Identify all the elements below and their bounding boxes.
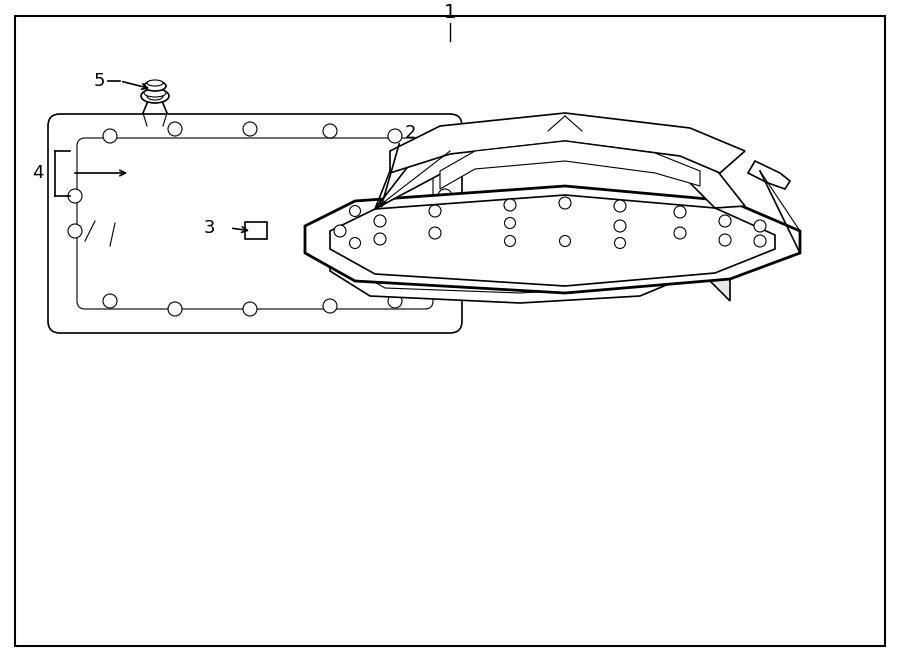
Bar: [245, 222, 267, 239]
Circle shape: [103, 129, 117, 143]
Polygon shape: [440, 141, 700, 189]
Circle shape: [754, 235, 766, 247]
Circle shape: [560, 235, 571, 247]
Circle shape: [674, 206, 686, 218]
Polygon shape: [330, 195, 775, 286]
Text: 3: 3: [203, 219, 215, 237]
Circle shape: [168, 302, 182, 316]
Text: 2: 2: [405, 124, 417, 142]
Polygon shape: [350, 223, 680, 293]
Ellipse shape: [144, 89, 166, 97]
Circle shape: [334, 225, 346, 237]
Circle shape: [323, 299, 337, 313]
Circle shape: [191, 167, 199, 175]
Ellipse shape: [141, 89, 169, 103]
Circle shape: [505, 217, 516, 229]
FancyBboxPatch shape: [48, 114, 462, 333]
Circle shape: [206, 179, 214, 187]
Polygon shape: [700, 246, 730, 301]
Circle shape: [719, 234, 731, 246]
Circle shape: [68, 189, 82, 203]
Circle shape: [349, 206, 361, 217]
Polygon shape: [78, 198, 315, 233]
Circle shape: [243, 122, 257, 136]
Circle shape: [201, 152, 209, 160]
Polygon shape: [80, 171, 315, 229]
Polygon shape: [330, 211, 700, 303]
Circle shape: [68, 224, 82, 238]
Circle shape: [504, 199, 516, 211]
Circle shape: [429, 205, 441, 217]
Circle shape: [388, 294, 402, 308]
Ellipse shape: [147, 80, 163, 86]
Circle shape: [754, 220, 766, 232]
Polygon shape: [72, 206, 140, 253]
Circle shape: [615, 237, 626, 249]
Circle shape: [168, 122, 182, 136]
Circle shape: [388, 129, 402, 143]
Polygon shape: [305, 186, 800, 293]
Circle shape: [438, 224, 452, 238]
Ellipse shape: [222, 167, 257, 175]
Ellipse shape: [147, 92, 163, 100]
Circle shape: [674, 227, 686, 239]
Polygon shape: [143, 101, 167, 151]
FancyBboxPatch shape: [77, 138, 433, 309]
Circle shape: [349, 237, 361, 249]
Text: 4: 4: [32, 164, 44, 182]
Circle shape: [719, 215, 731, 227]
Circle shape: [614, 220, 626, 232]
Polygon shape: [748, 161, 790, 189]
Ellipse shape: [144, 81, 166, 91]
Circle shape: [103, 294, 117, 308]
Circle shape: [505, 235, 516, 247]
Circle shape: [374, 233, 386, 245]
Text: 1: 1: [444, 3, 456, 22]
Circle shape: [243, 302, 257, 316]
Circle shape: [614, 200, 626, 212]
Circle shape: [429, 227, 441, 239]
Polygon shape: [375, 131, 745, 209]
Circle shape: [559, 197, 571, 209]
Polygon shape: [390, 113, 745, 173]
Circle shape: [374, 215, 386, 227]
Circle shape: [438, 189, 452, 203]
Polygon shape: [95, 126, 315, 201]
Circle shape: [323, 124, 337, 138]
Text: 5: 5: [94, 72, 105, 90]
